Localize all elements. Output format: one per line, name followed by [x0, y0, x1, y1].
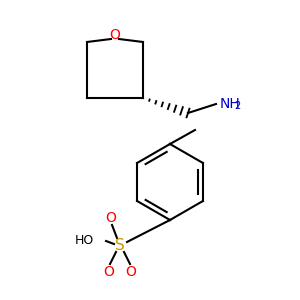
Text: 2: 2 — [234, 101, 240, 111]
Text: O: O — [126, 265, 136, 279]
Text: NH: NH — [220, 97, 241, 111]
Text: O: O — [106, 211, 116, 225]
Text: HO: HO — [75, 233, 94, 247]
Text: O: O — [103, 265, 114, 279]
Text: O: O — [110, 28, 120, 42]
Text: S: S — [115, 238, 125, 253]
